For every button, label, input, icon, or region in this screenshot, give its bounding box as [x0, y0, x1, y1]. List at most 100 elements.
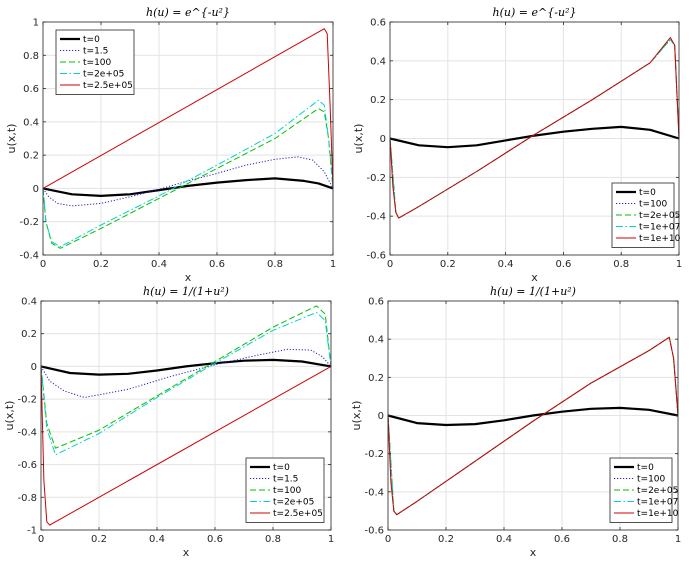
x-tick-label: 0.2: [93, 259, 109, 270]
y-tick-label: 0.6: [368, 297, 384, 308]
y-tick-label: -0.6: [364, 526, 384, 537]
legend-label: t=1e+10: [639, 234, 681, 244]
series-line-t-1-5: [40, 348, 332, 398]
chart-title: h(u) = 1/(1+u²): [143, 285, 229, 298]
legend-label: t=2e+05: [639, 211, 680, 221]
y-tick-label: -0.4: [366, 212, 386, 223]
x-tick-label: 0.6: [209, 259, 225, 270]
legend-label: t=2e+05: [637, 486, 678, 496]
legend-label: t=1e+07: [637, 498, 678, 508]
y-axis-label: u(x,t): [350, 401, 363, 431]
y-tick-label: 0: [380, 134, 386, 145]
chart-panel-2: 0 0.2 0.4 0.6 0.8 1 -0.6 -0.4 -0.2 0 0.2 0.4 0.6 x u(x…: [352, 6, 682, 284]
y-tick-label: -0.2: [17, 395, 37, 406]
x-tick-label: 0: [38, 534, 44, 545]
x-tick-label: 1: [328, 534, 334, 545]
y-tick-label: 0: [33, 184, 39, 195]
x-tick-label: 0.4: [498, 259, 514, 270]
series-line-t-0: [389, 125, 680, 149]
chart-title: h(u) = 1/(1+u²): [490, 285, 576, 298]
y-tick-label: -0.4: [19, 251, 39, 262]
legend-label: t=1.5: [83, 47, 108, 57]
legend-label: t=0: [273, 463, 290, 473]
y-tick-label: -0.4: [364, 487, 384, 498]
legend-label: t=2.5e+05: [273, 509, 323, 519]
chart-panel-1: 0 0.2 0.4 0.6 0.8 1 -0.4 -0.2 0 0.2 0.4 0.6 0.8 1 x u(x…: [5, 6, 336, 284]
y-tick-label: 0.4: [368, 335, 384, 346]
legend-label: t=2.5e+05: [83, 81, 133, 91]
y-tick-label: -0.8: [17, 493, 37, 504]
y-tick-label: -0.6: [17, 460, 37, 471]
x-tick-label: 0.2: [91, 534, 107, 545]
legend-label: t=2e+05: [83, 70, 124, 80]
series-line-t-2e-05: [42, 99, 334, 248]
x-axis-label: x: [531, 271, 538, 284]
legend: t=0 t=1.5t=100 t=2e+05t=2.5e+05: [245, 457, 325, 523]
y-tick-label: 0: [378, 411, 384, 422]
legend-label: t=2e+05: [273, 498, 314, 508]
y-tick-label: 0.2: [368, 373, 384, 384]
legend-label: t=100: [273, 486, 302, 496]
legend-label: t=100: [637, 475, 666, 485]
series-line-t-0: [40, 358, 332, 376]
y-tick-label: -0.2: [366, 173, 386, 184]
y-axis-label: u(x,t): [3, 401, 16, 431]
x-axis-label: x: [185, 271, 192, 284]
x-tick-label: 0.4: [151, 259, 167, 270]
x-tick-label: 0.6: [555, 259, 571, 270]
y-tick-label: 0.4: [370, 56, 386, 67]
y-tick-label: -0.4: [17, 427, 37, 438]
chart-panel-3: 0 0.2 0.4 0.6 0.8 1 -1 -0.8 -0.6 -0.4 -0.2 0 0.2 0.4 x…: [3, 285, 334, 559]
y-tick-label: -1: [27, 526, 37, 537]
y-axis-label: u(x,t): [352, 124, 365, 154]
axes-box: [40, 300, 332, 531]
x-axis-label: x: [183, 546, 190, 559]
legend-label: t=0: [639, 188, 656, 198]
legend-label: t=1.5: [273, 475, 298, 485]
legend-box: [611, 182, 675, 248]
x-tick-label: 0.2: [440, 259, 456, 270]
chart-panel-4: 0 0.2 0.4 0.6 0.8 1 -0.6 -0.4 -0.2 0 0.2 0.4 0.6 x u(x…: [350, 285, 681, 559]
legend-label: t=1e+07: [639, 223, 680, 233]
x-axis-label: x: [530, 546, 537, 559]
x-tick-label: 0.2: [438, 534, 454, 545]
legend-label: t=0: [83, 35, 100, 45]
x-tick-label: 0.8: [612, 534, 628, 545]
y-tick-label: 1: [33, 18, 39, 29]
legend-label: t=100: [83, 58, 112, 68]
legend-label: t=0: [637, 463, 654, 473]
series-line-t-0: [42, 177, 334, 197]
series-line-t-0: [387, 406, 679, 427]
x-tick-label: 0.6: [554, 534, 570, 545]
y-tick-label: 0.6: [370, 18, 386, 29]
series-line-t-1e-10: [389, 37, 680, 219]
x-tick-label: 0.8: [265, 534, 281, 545]
chart-title: h(u) = e^{-u²}: [493, 6, 577, 19]
x-tick-label: 0: [385, 534, 391, 545]
x-tick-label: 0.8: [267, 259, 283, 270]
y-tick-label: 0.8: [23, 51, 39, 62]
y-tick-label: 0: [31, 362, 37, 373]
legend-label: t=100: [639, 200, 668, 210]
y-tick-label: 0.4: [21, 297, 37, 308]
x-tick-label: 0.8: [613, 259, 629, 270]
x-tick-label: 0: [40, 259, 46, 270]
series-line-t-100: [40, 305, 332, 449]
axes-box: [42, 21, 334, 256]
y-tick-label: -0.6: [366, 251, 386, 262]
legend-box: [609, 457, 673, 523]
y-tick-label: -0.2: [19, 217, 39, 228]
series-line-t-2-5e-05: [42, 28, 334, 189]
series-line-t-1e-10: [387, 336, 679, 516]
series-line-t-100: [42, 108, 334, 249]
x-tick-label: 0.6: [207, 534, 223, 545]
y-tick-label: 0.6: [23, 84, 39, 95]
series-line-t-2-5e-05: [40, 365, 332, 526]
x-tick-label: 1: [330, 259, 336, 270]
x-tick-label: 1: [675, 534, 681, 545]
y-tick-label: 0.2: [21, 329, 37, 340]
series-line-t-2e-05: [40, 311, 332, 456]
y-axis-label: u(x,t): [5, 124, 18, 154]
